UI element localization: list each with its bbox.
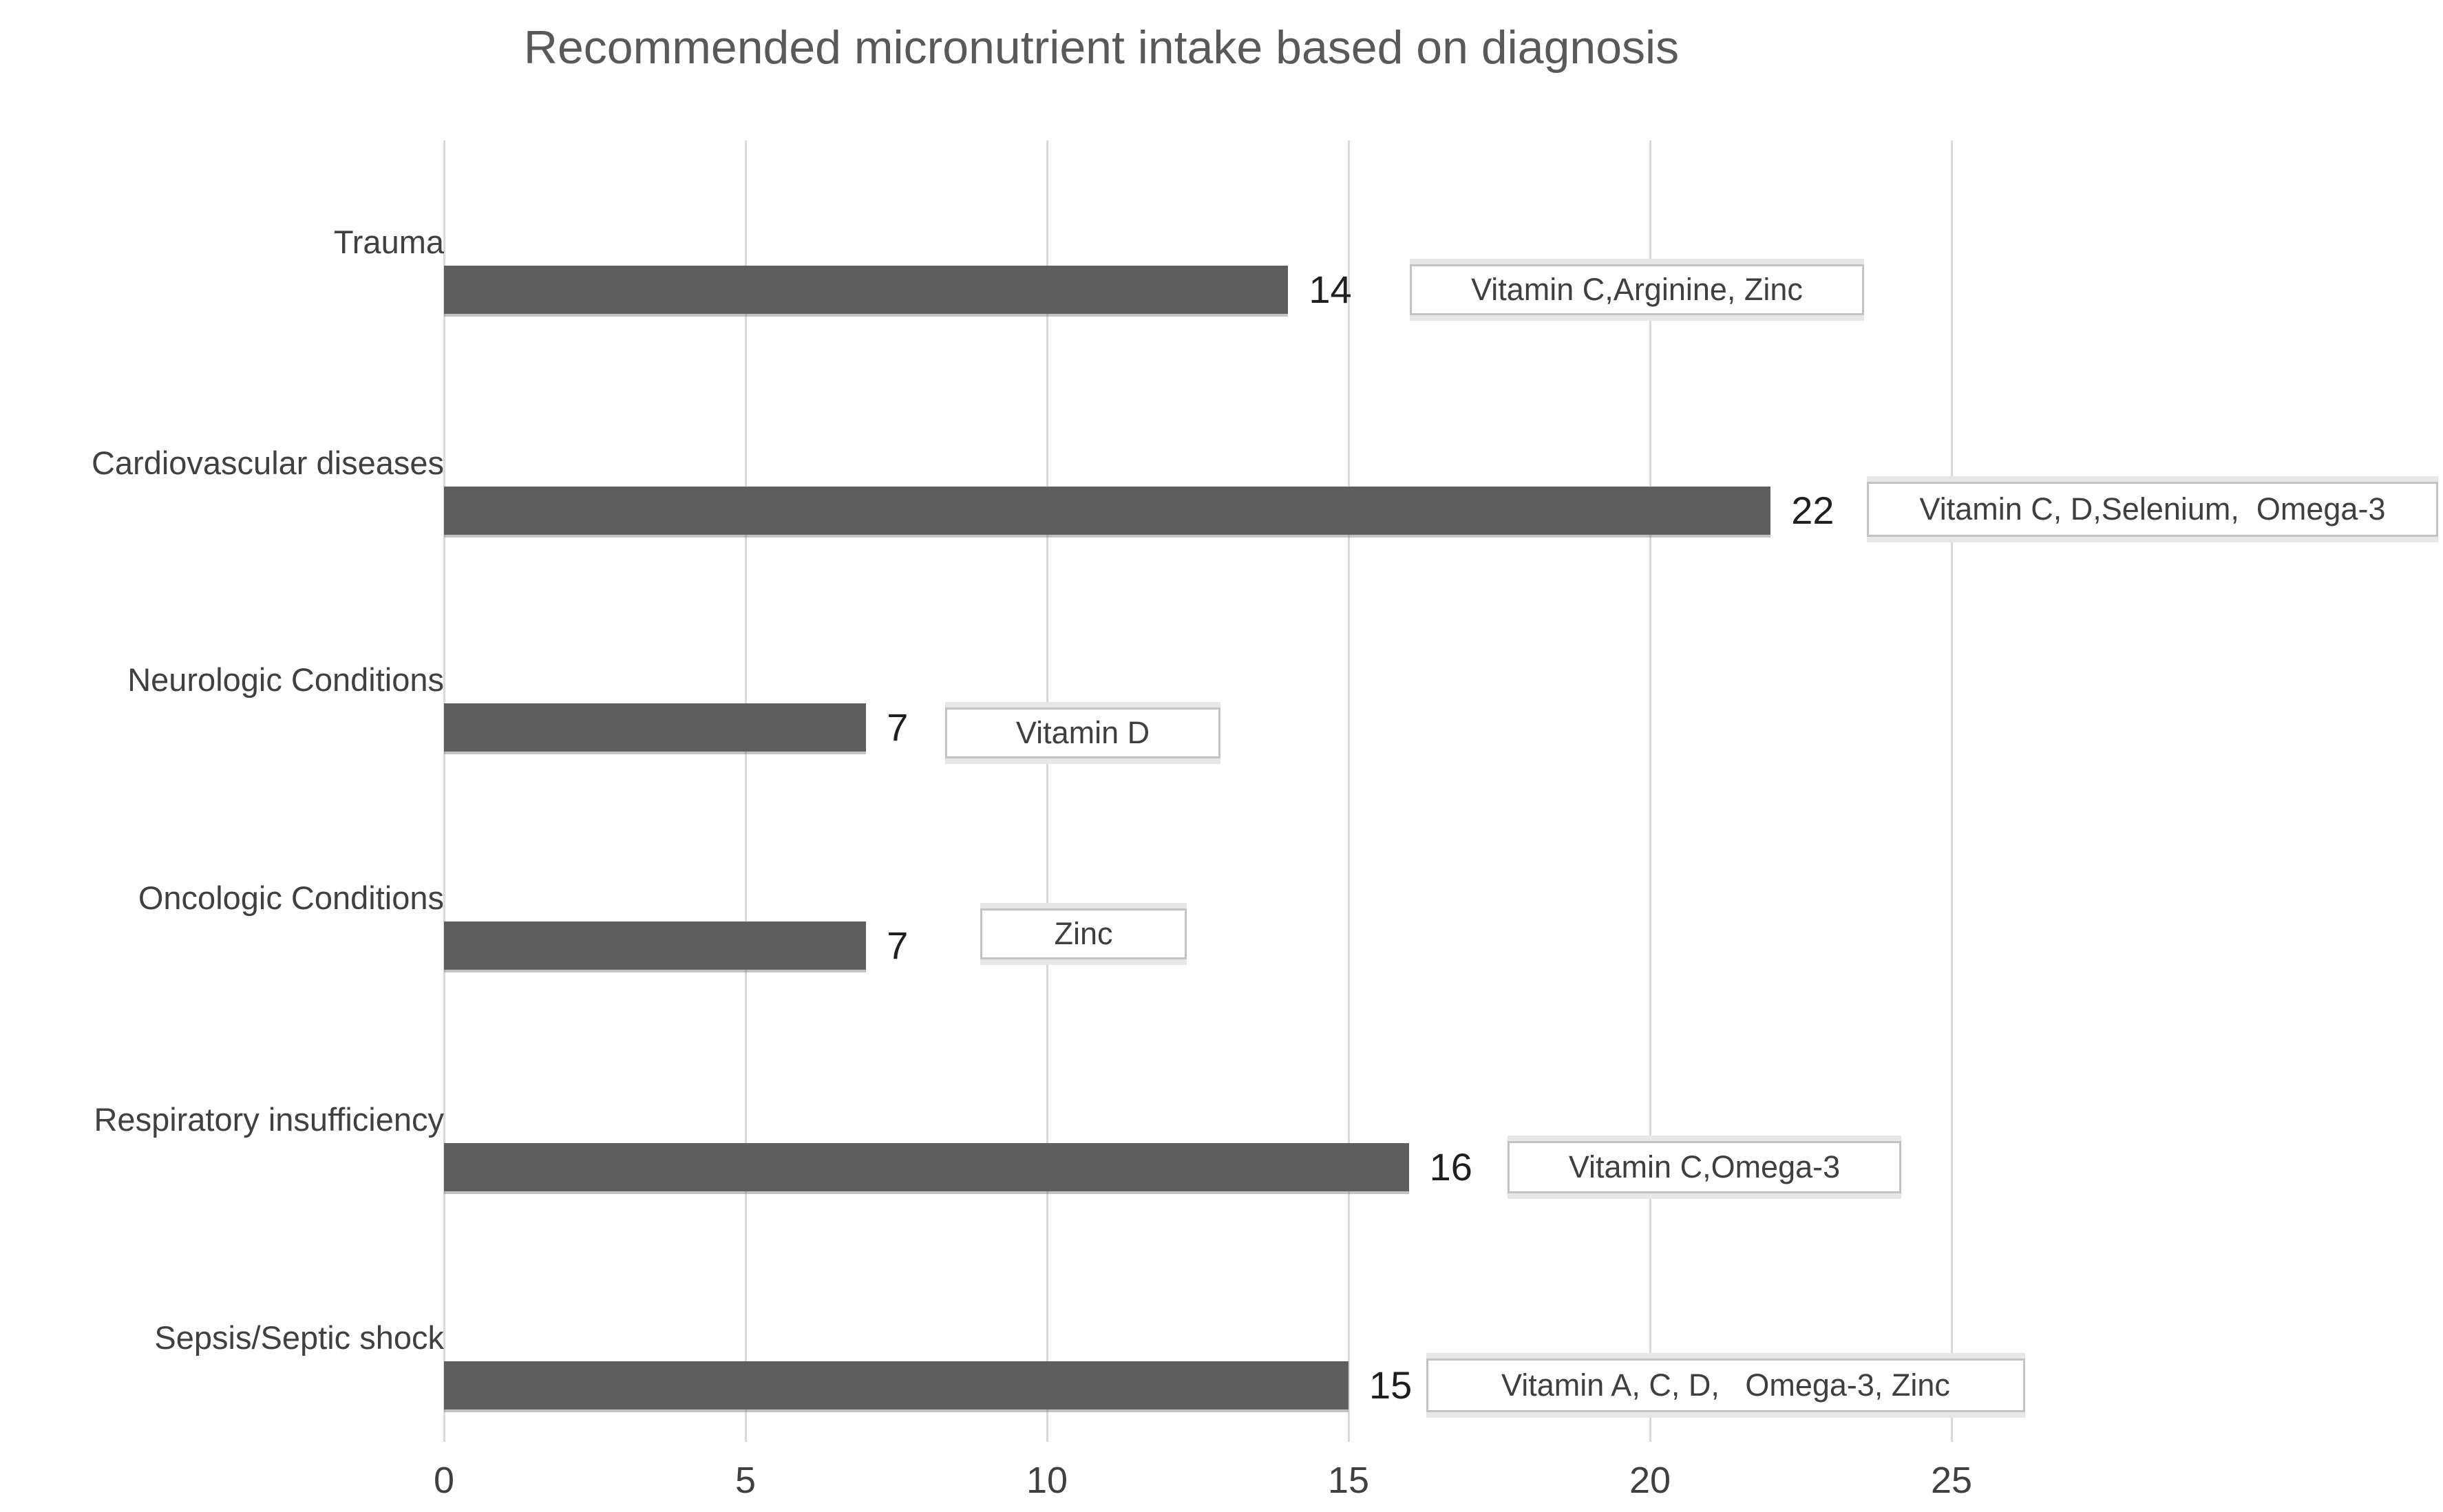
- category-label: Cardiovascular diseases: [91, 445, 444, 481]
- x-tick-label: 15: [1327, 1460, 1370, 1501]
- category-label: Sepsis/Septic shock: [154, 1319, 444, 1356]
- gridline-x-0: [443, 140, 445, 1442]
- annotation-box: Vitamin D: [945, 707, 1220, 758]
- bar-value-label: 15: [1369, 1363, 1413, 1407]
- bar-value-label: 7: [887, 924, 909, 967]
- x-tick-label: 0: [433, 1460, 455, 1501]
- x-tick-label: 25: [1930, 1460, 1973, 1501]
- bar-value-label: 22: [1791, 489, 1834, 532]
- bar: [444, 1361, 1349, 1409]
- x-tick-label: 20: [1629, 1460, 1671, 1501]
- gridline-x-5: [745, 140, 747, 1442]
- annotation-box: Vitamin C,Arginine, Zinc: [1410, 264, 1864, 315]
- x-tick-label: 10: [1026, 1460, 1068, 1501]
- annotation-box: Vitamin C, D,Selenium, Omega-3: [1867, 482, 2438, 537]
- gridline-x-20: [1649, 140, 1651, 1442]
- annotation-box: Zinc: [980, 908, 1187, 959]
- bar: [444, 1143, 1409, 1191]
- gridline-x-15: [1348, 140, 1350, 1442]
- bar: [444, 922, 867, 970]
- category-label: Trauma: [333, 224, 444, 260]
- bar: [444, 703, 867, 752]
- category-label: Respiratory insufficiency: [94, 1101, 444, 1138]
- gridline-x-10: [1046, 140, 1048, 1442]
- annotation-box: Vitamin A, C, D, Omega-3, Zinc: [1426, 1359, 2025, 1412]
- gridline-x-25: [1951, 140, 1953, 1442]
- bar-value-label: 14: [1309, 268, 1352, 311]
- bar: [444, 266, 1289, 314]
- bar: [444, 487, 1771, 535]
- x-tick-label: 5: [734, 1460, 757, 1501]
- chart-title: Recommended micronutrient intake based o…: [523, 21, 1680, 74]
- category-label: Oncologic Conditions: [138, 880, 444, 916]
- category-label: Neurologic Conditions: [127, 661, 444, 698]
- bar-value-label: 16: [1429, 1145, 1472, 1189]
- bar-value-label: 7: [887, 705, 909, 749]
- annotation-box: Vitamin C,Omega-3: [1508, 1141, 1901, 1193]
